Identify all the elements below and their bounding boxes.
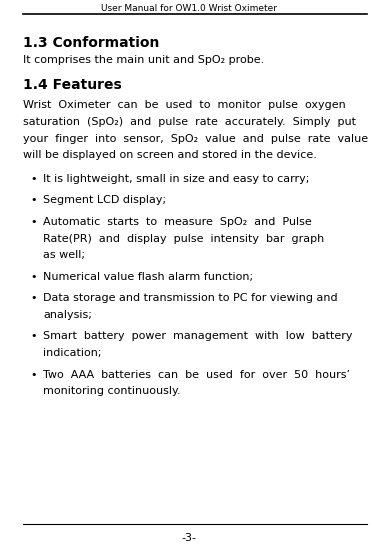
Text: •: •: [30, 217, 37, 227]
Text: as well;: as well;: [43, 250, 85, 260]
Text: Data storage and transmission to PC for viewing and: Data storage and transmission to PC for …: [43, 293, 338, 303]
Text: indication;: indication;: [43, 348, 102, 358]
Text: monitoring continuously.: monitoring continuously.: [43, 386, 181, 397]
Text: Smart  battery  power  management  with  low  battery: Smart battery power management with low …: [43, 331, 353, 341]
Text: •: •: [30, 195, 37, 206]
Text: Two  AAA  batteries  can  be  used  for  over  50  hours’: Two AAA batteries can be used for over 5…: [43, 370, 350, 379]
Text: Automatic  starts  to  measure  SpO₂  and  Pulse: Automatic starts to measure SpO₂ and Pul…: [43, 217, 312, 227]
Text: Numerical value flash alarm function;: Numerical value flash alarm function;: [43, 271, 254, 282]
Text: •: •: [30, 331, 37, 341]
Text: will be displayed on screen and stored in the device.: will be displayed on screen and stored i…: [23, 150, 316, 161]
Text: It is lightweight, small in size and easy to carry;: It is lightweight, small in size and eas…: [43, 174, 310, 184]
Text: 1.3 Conformation: 1.3 Conformation: [23, 36, 159, 50]
Text: •: •: [30, 174, 37, 184]
Text: •: •: [30, 271, 37, 282]
Text: It comprises the main unit and SpO₂ probe.: It comprises the main unit and SpO₂ prob…: [23, 55, 264, 65]
Text: User Manual for OW1.0 Wrist Oximeter: User Manual for OW1.0 Wrist Oximeter: [101, 4, 277, 13]
Text: Rate(PR)  and  display  pulse  intensity  bar  graph: Rate(PR) and display pulse intensity bar…: [43, 233, 325, 244]
Text: your  finger  into  sensor,  SpO₂  value  and  pulse  rate  value: your finger into sensor, SpO₂ value and …: [23, 134, 368, 143]
Text: analysis;: analysis;: [43, 310, 92, 320]
Text: •: •: [30, 370, 37, 379]
Text: 1.4 Features: 1.4 Features: [23, 78, 121, 91]
Text: Wrist  Oximeter  can  be  used  to  monitor  pulse  oxygen: Wrist Oximeter can be used to monitor pu…: [23, 100, 345, 110]
Text: •: •: [30, 293, 37, 303]
Text: Segment LCD display;: Segment LCD display;: [43, 195, 167, 206]
Text: -3-: -3-: [181, 533, 197, 543]
Text: saturation  (SpO₂)  and  pulse  rate  accurately.  Simply  put: saturation (SpO₂) and pulse rate accurat…: [23, 117, 356, 127]
